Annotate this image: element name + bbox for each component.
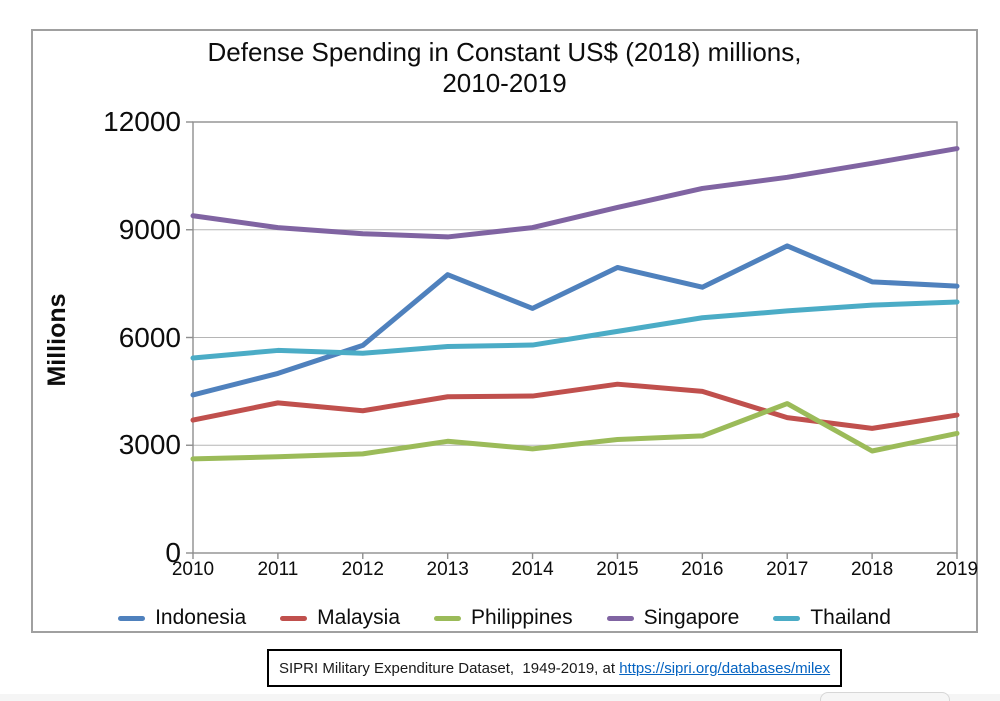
plot-area [186, 121, 960, 559]
x-tick-label-2015: 2015 [596, 559, 639, 580]
x-tick-label-2019: 2019 [935, 559, 979, 580]
y-tick-label-9000: 9000 [118, 213, 181, 245]
series-line-singapore [190, 146, 960, 240]
chart-legend: Indonesia Malaysia Philippines Singapore Tha… [33, 605, 976, 631]
y-tick-label-0: 0 [165, 537, 181, 568]
series-line-philippines [190, 401, 960, 462]
chart-title-line-1: Defense Spending in Constant US$ (2018) … [207, 37, 802, 67]
legend-swatch-philippines [434, 615, 462, 621]
legend-item-singapore: Singapore [606, 606, 740, 630]
x-tick-label-2017: 2017 [766, 559, 809, 580]
chart-title: Defense Spending in Constant US$ (2018) … [33, 37, 976, 99]
series-line-thailand [190, 299, 960, 361]
y-tick-label-12000: 12000 [103, 106, 181, 137]
caption-text: SIPRI Military Expenditure Dataset, 1949… [279, 659, 620, 677]
legend-item-indonesia: Indonesia [118, 606, 246, 630]
legend-swatch-thailand [773, 615, 801, 621]
legend-label-thailand: Thailand [810, 606, 891, 629]
source-link[interactable]: https://sipri.org/databases/milex [619, 659, 831, 677]
y-tick-label-6000: 6000 [118, 321, 181, 353]
legend-label-indonesia: Indonesia [155, 606, 247, 629]
legend-swatch-singapore [606, 615, 634, 621]
y-axis-tick-labels: 0 3000 6000 9000 12000 [33, 107, 181, 568]
legend-label-singapore: Singapore [643, 606, 740, 629]
legend-label-philippines: Philippines [471, 606, 573, 629]
x-tick-label-2011: 2011 [257, 559, 299, 580]
legend-label-malaysia: Malaysia [317, 606, 401, 629]
partial-popup-tab[interactable] [820, 692, 950, 701]
source-caption: SIPRI Military Expenditure Dataset, 1949… [267, 649, 843, 687]
x-tick-label-2018: 2018 [850, 559, 894, 580]
legend-item-philippines: Philippines [434, 606, 573, 630]
x-axis-tick-labels: 2010 2011 2012 2013 2014 2015 2016 2017 2018 2019 [172, 559, 978, 583]
series-line-malaysia [190, 381, 960, 431]
chart-title-line-2: 2010-2019 [442, 68, 567, 98]
x-tick-label-2013: 2013 [426, 559, 469, 580]
chart-figure: Defense Spending in Constant US$ (2018) … [31, 29, 978, 633]
x-tick-label-2012: 2012 [341, 559, 384, 580]
legend-item-thailand: Thailand [773, 606, 891, 630]
legend-swatch-indonesia [118, 615, 146, 621]
legend-item-malaysia: Malaysia [280, 606, 400, 630]
bottom-edge-strip [0, 694, 1000, 701]
y-tick-label-3000: 3000 [118, 429, 181, 461]
x-tick-label-2010: 2010 [171, 559, 215, 580]
x-tick-label-2016: 2016 [681, 559, 724, 580]
series-line-indonesia [190, 243, 960, 398]
x-tick-label-2014: 2014 [511, 559, 554, 580]
legend-swatch-malaysia [280, 615, 308, 621]
